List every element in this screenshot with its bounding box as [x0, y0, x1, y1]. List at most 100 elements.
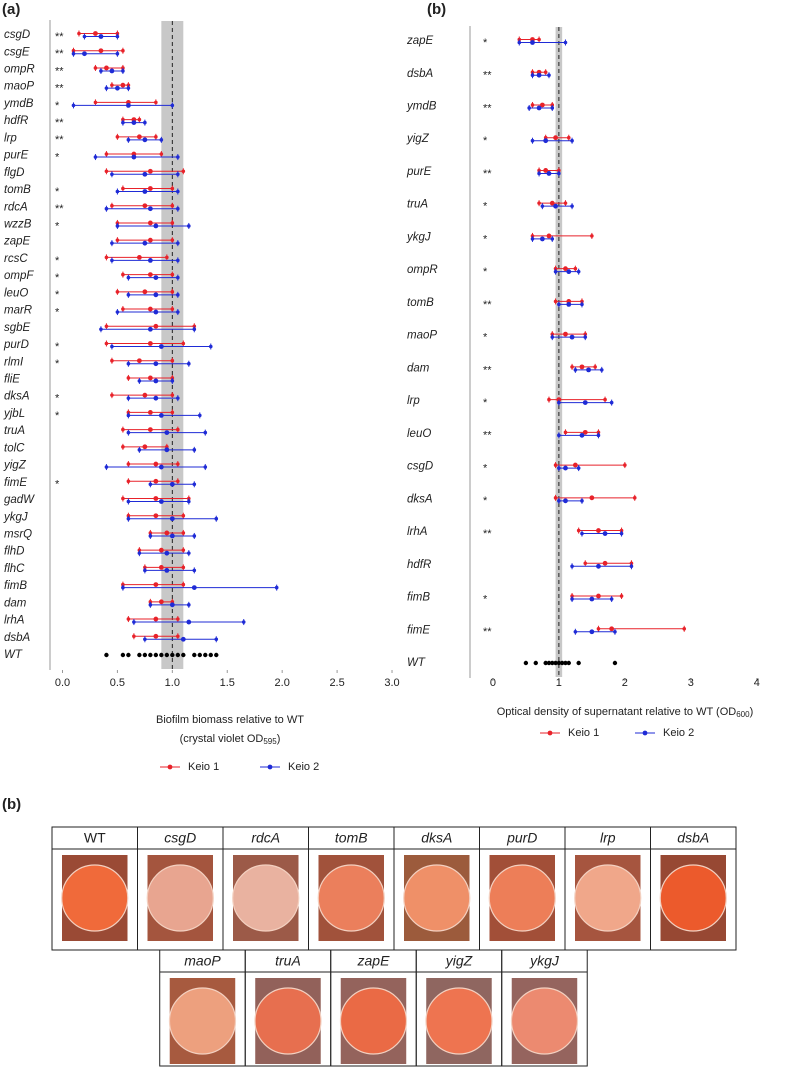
- significance: **: [483, 528, 492, 540]
- point: [115, 85, 120, 91]
- plate-label: dksA: [421, 830, 452, 846]
- x-axis-label-part: ): [750, 706, 754, 718]
- wt-point: [533, 660, 538, 666]
- colony: [574, 864, 642, 932]
- point-high: [619, 594, 624, 598]
- category-label: lrp: [4, 132, 17, 144]
- category-label: dam: [4, 597, 27, 609]
- point-low: [570, 564, 574, 569]
- point: [186, 619, 192, 625]
- category-label: dksA: [407, 493, 433, 505]
- point: [602, 531, 608, 536]
- point: [539, 236, 545, 242]
- significance: *: [55, 100, 60, 112]
- point: [147, 409, 153, 415]
- category-label: csgE: [4, 46, 30, 58]
- point: [153, 361, 159, 367]
- point-low: [115, 238, 120, 242]
- point-low: [104, 324, 109, 329]
- point-high: [181, 531, 186, 535]
- point: [569, 334, 575, 340]
- point-high: [143, 120, 147, 125]
- point-high: [176, 462, 180, 466]
- point: [579, 432, 585, 438]
- point-low: [137, 448, 142, 452]
- wt-point: [612, 660, 618, 666]
- legend-dot: [642, 730, 648, 736]
- point: [158, 499, 164, 504]
- point: [602, 560, 608, 566]
- category-label: fimE: [407, 624, 430, 636]
- wt-point: [126, 652, 131, 658]
- point-low: [126, 617, 131, 621]
- point: [104, 65, 109, 71]
- point-high: [187, 603, 191, 607]
- point-low: [547, 397, 551, 402]
- point-low: [596, 626, 601, 631]
- wt-point: [137, 652, 142, 658]
- plate-label: truA: [275, 953, 301, 969]
- category-label: sgbE: [4, 322, 31, 334]
- point-high: [121, 48, 125, 53]
- category-label: WT: [407, 657, 426, 669]
- point-high: [115, 51, 120, 56]
- point-low: [110, 83, 114, 87]
- point-low: [110, 203, 114, 208]
- point-high: [576, 466, 581, 470]
- point: [147, 272, 153, 278]
- point-low: [104, 169, 109, 174]
- significance: **: [55, 83, 64, 95]
- point-low: [132, 620, 136, 624]
- point-low: [148, 534, 153, 538]
- point-low: [553, 299, 558, 304]
- point-high: [176, 293, 180, 297]
- point-high: [550, 237, 555, 241]
- point-low: [557, 433, 561, 438]
- x-tick-label: 4: [754, 677, 760, 689]
- category-label: dsbA: [4, 632, 31, 644]
- significance: *: [483, 135, 488, 147]
- panel-label: (b): [427, 1, 446, 18]
- point-low: [121, 427, 125, 432]
- point-high: [580, 499, 584, 503]
- x-tick-label: 3.0: [384, 677, 399, 689]
- point: [596, 563, 601, 569]
- significance: *: [483, 37, 488, 49]
- point-high: [203, 430, 208, 435]
- point: [98, 34, 104, 39]
- significance: **: [55, 203, 64, 215]
- colony: [254, 987, 322, 1055]
- wt-point: [550, 660, 555, 666]
- point-high: [170, 238, 175, 242]
- significance: *: [55, 393, 60, 405]
- point: [125, 102, 131, 108]
- colony: [425, 987, 493, 1055]
- point-high: [176, 241, 180, 245]
- point-low: [121, 496, 125, 501]
- point-high: [596, 433, 601, 438]
- category-label: lrp: [407, 395, 420, 407]
- point-high: [208, 344, 213, 349]
- point-low: [537, 171, 541, 176]
- significance: *: [55, 255, 60, 267]
- point-low: [110, 358, 114, 363]
- category-label: rlmI: [4, 356, 24, 368]
- category-label: ompF: [4, 270, 34, 282]
- point: [536, 105, 542, 111]
- category-label: csgD: [407, 461, 433, 473]
- point: [596, 528, 601, 533]
- significance: **: [55, 134, 64, 146]
- x-tick-label: 0: [490, 677, 496, 689]
- point-low: [563, 430, 568, 435]
- category-label: rcsC: [4, 253, 28, 265]
- wt-point: [556, 660, 562, 666]
- point-low: [126, 138, 131, 142]
- point: [158, 564, 164, 570]
- colony: [317, 864, 385, 932]
- point-low: [583, 561, 588, 566]
- point: [82, 51, 87, 57]
- category-label: rdcA: [4, 201, 28, 213]
- point-high: [181, 582, 186, 587]
- point-high: [563, 201, 568, 205]
- point-low: [530, 70, 535, 75]
